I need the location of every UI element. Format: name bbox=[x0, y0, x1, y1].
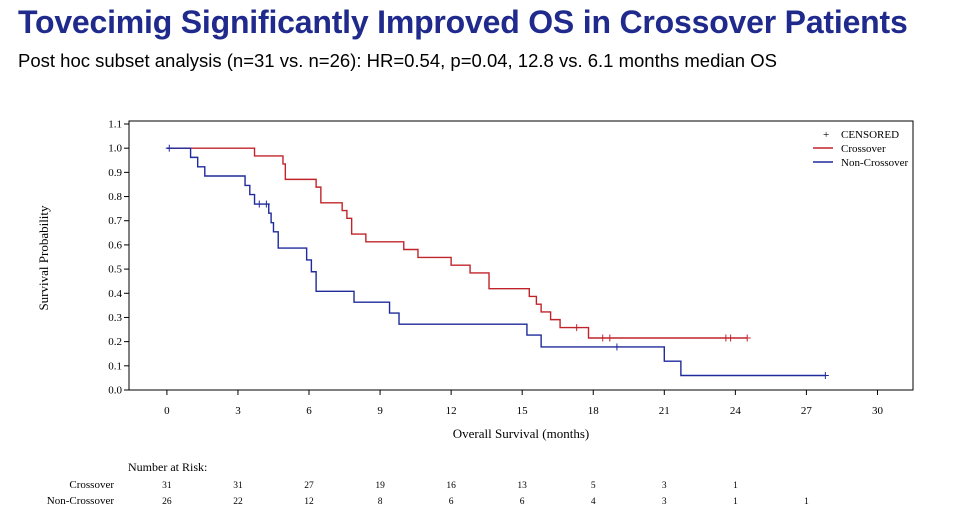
risk-count: 6 bbox=[520, 497, 525, 507]
y-tick-label: 1.0 bbox=[108, 143, 122, 155]
y-tick-label: 1.1 bbox=[108, 119, 122, 131]
y-tick-label: 0.8 bbox=[108, 191, 122, 203]
censor-mark bbox=[743, 334, 751, 342]
risk-count: 22 bbox=[233, 497, 243, 507]
page-subtitle: Post hoc subset analysis (n=31 vs. n=26)… bbox=[18, 50, 777, 71]
risk-count: 5 bbox=[591, 481, 596, 491]
risk-count: 16 bbox=[446, 481, 456, 491]
risk-count: 26 bbox=[162, 497, 172, 507]
x-tick-label: 30 bbox=[872, 405, 884, 417]
chart-axes: 0.0 0.1 0.2 0.3 0.4 0.5 0.6 0.7 0.8 0.9 1.0 1.1 0 3 6 9… bbox=[108, 119, 914, 417]
x-tick-label: 12 bbox=[446, 405, 457, 417]
y-tick-label: 0.5 bbox=[108, 264, 122, 276]
risk-count: 1 bbox=[733, 497, 738, 507]
censor-mark bbox=[599, 334, 607, 342]
risk-count: 31 bbox=[233, 481, 243, 491]
legend-crossover-label: Crossover bbox=[841, 143, 886, 155]
legend-non-crossover-label: Non-Crossover bbox=[841, 157, 909, 169]
risk-count: 1 bbox=[733, 481, 738, 491]
risk-count: 6 bbox=[449, 497, 454, 507]
risk-count: 19 bbox=[375, 481, 385, 491]
y-tick-label: 0.2 bbox=[108, 336, 122, 348]
censor-mark bbox=[613, 343, 621, 351]
y-tick-label: 0.4 bbox=[108, 288, 122, 300]
y-tick-label: 0.3 bbox=[108, 312, 122, 324]
risk-count: 27 bbox=[304, 481, 314, 491]
plot-frame bbox=[128, 120, 914, 391]
x-tick-label: 0 bbox=[164, 405, 170, 417]
risk-count: 8 bbox=[378, 497, 383, 507]
risk-row-label: Crossover bbox=[69, 479, 114, 491]
censor-mark bbox=[606, 334, 614, 342]
legend-censored-label: CENSORED bbox=[841, 129, 899, 141]
y-tick-label: 0.7 bbox=[108, 215, 122, 227]
censor-mark bbox=[821, 371, 829, 379]
y-tick-label: 0.0 bbox=[108, 385, 122, 397]
x-tick-label: 18 bbox=[588, 405, 600, 417]
censor-mark bbox=[255, 200, 263, 208]
risk-count: 4 bbox=[591, 497, 596, 507]
y-tick-label: 0.9 bbox=[108, 167, 122, 179]
censor-mark bbox=[573, 324, 581, 332]
risk-count: 13 bbox=[517, 481, 527, 491]
risk-count: 12 bbox=[304, 497, 314, 507]
risk-count: 3 bbox=[662, 497, 667, 507]
chart-legend: + CENSORED Crossover Non-Crossover bbox=[813, 129, 909, 169]
chart-curves bbox=[165, 144, 829, 379]
x-tick-label: 27 bbox=[801, 405, 813, 417]
risk-row-label: Non-Crossover bbox=[47, 495, 115, 507]
legend-censored-symbol: + bbox=[823, 129, 829, 141]
number-at-risk-table: Number at Risk: Crossover 31 31 27 19 16 13 5 3 1… bbox=[47, 460, 809, 507]
y-tick-label: 0.1 bbox=[108, 360, 122, 372]
censor-mark bbox=[165, 144, 173, 152]
page-title: Tovecimig Significantly Improved OS in C… bbox=[18, 4, 908, 40]
x-tick-label: 9 bbox=[377, 405, 383, 417]
censor-mark bbox=[727, 334, 735, 342]
x-tick-label: 15 bbox=[517, 405, 529, 417]
series-non-crossover-line bbox=[166, 147, 826, 377]
x-axis-label: Overall Survival (months) bbox=[453, 426, 589, 441]
risk-count: 31 bbox=[162, 481, 172, 491]
series-crossover-line bbox=[166, 147, 748, 339]
x-tick-label: 3 bbox=[235, 405, 241, 417]
risk-count: 3 bbox=[662, 481, 667, 491]
y-tick-label: 0.6 bbox=[108, 239, 122, 251]
number-at-risk-title: Number at Risk: bbox=[128, 460, 207, 474]
risk-count: 1 bbox=[804, 497, 809, 507]
x-tick-label: 21 bbox=[659, 405, 670, 417]
censor-mark bbox=[262, 200, 270, 208]
x-tick-label: 24 bbox=[730, 405, 742, 417]
x-tick-label: 6 bbox=[306, 405, 312, 417]
y-axis-label: Survival Probability bbox=[36, 205, 51, 311]
